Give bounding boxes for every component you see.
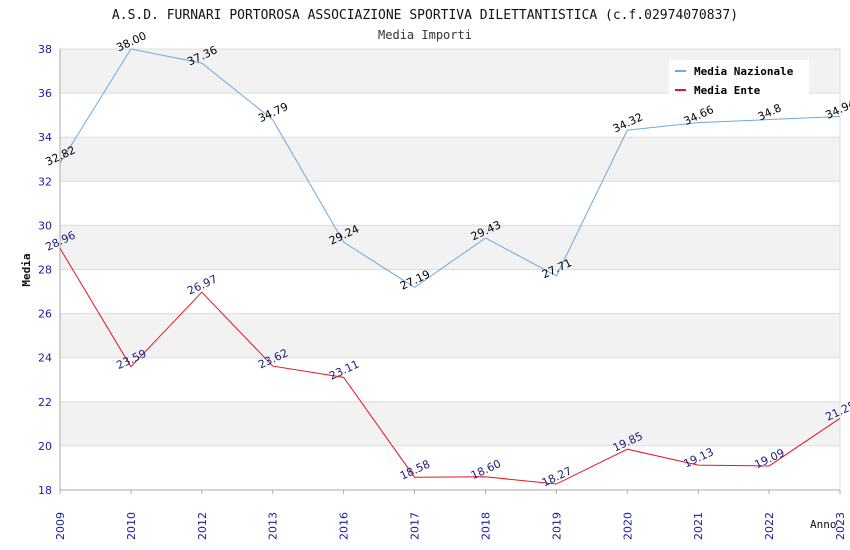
x-tick-label: 2019 (550, 512, 563, 540)
series-line-2 (59, 248, 841, 485)
legend: Media Nazionale Media Ente (669, 60, 809, 97)
data-label: 19.13 (682, 445, 716, 470)
data-label: 18.27 (540, 464, 574, 489)
data-label: 23.11 (327, 358, 361, 383)
x-tick-label: 2021 (692, 512, 705, 540)
y-tick-label: 36 (38, 87, 52, 100)
y-tick-label: 26 (38, 308, 52, 321)
data-label: 19.09 (753, 446, 787, 471)
data-label: 34.8 (756, 101, 784, 123)
y-tick-labels: 18 20 22 24 26 28 30 32 34 36 38 (38, 43, 52, 497)
y-tick-label: 34 (38, 131, 52, 144)
x-tick-label: 2012 (196, 512, 209, 540)
x-axis-label: Anno (810, 518, 837, 531)
x-tick-label: 2018 (479, 512, 492, 540)
data-label: 27.19 (398, 268, 432, 293)
y-tick-label: 18 (38, 484, 52, 497)
axes (59, 49, 840, 491)
chart-subtitle: Media Importi (378, 28, 472, 42)
grid-band (60, 313, 840, 358)
chart-title: A.S.D. FURNARI PORTOROSA ASSOCIAZIONE SP… (112, 8, 738, 23)
x-tick-labels: 2009 2010 2012 2013 2016 2017 2018 2019 2020 2021… (54, 490, 847, 540)
x-tick-label: 2017 (409, 512, 422, 540)
x-tick-label: 2016 (338, 512, 351, 540)
data-label: 34.94 (823, 97, 850, 122)
y-tick-label: 20 (38, 440, 52, 453)
y-tick-label: 38 (38, 43, 52, 56)
y-axis-label: Media (20, 253, 33, 286)
series-line-1 (59, 48, 841, 288)
y-tick-label: 28 (38, 264, 52, 277)
y-tick-label: 32 (38, 175, 52, 188)
data-label: 34.32 (611, 110, 645, 135)
grid-band (60, 137, 840, 182)
legend-label: Media Ente (694, 84, 761, 97)
y-tick-label: 30 (38, 219, 52, 232)
data-label: 34.66 (682, 103, 716, 128)
x-tick-label: 2022 (763, 512, 776, 540)
x-tick-label: 2020 (621, 512, 634, 540)
grid-lines (60, 48, 841, 491)
grid-bands (60, 49, 840, 446)
grid-band (60, 401, 840, 446)
x-tick-label: 2010 (125, 512, 138, 540)
legend-box (669, 60, 809, 96)
x-tick-label: 2023 (834, 512, 847, 540)
legend-label: Media Nazionale (694, 65, 794, 78)
y-tick-label: 22 (38, 396, 52, 409)
x-tick-label: 2013 (267, 512, 280, 540)
series-lines (59, 48, 841, 485)
x-tick-label: 2009 (54, 512, 67, 540)
y-tick-label: 24 (38, 352, 52, 365)
data-label: 26.97 (185, 272, 219, 297)
